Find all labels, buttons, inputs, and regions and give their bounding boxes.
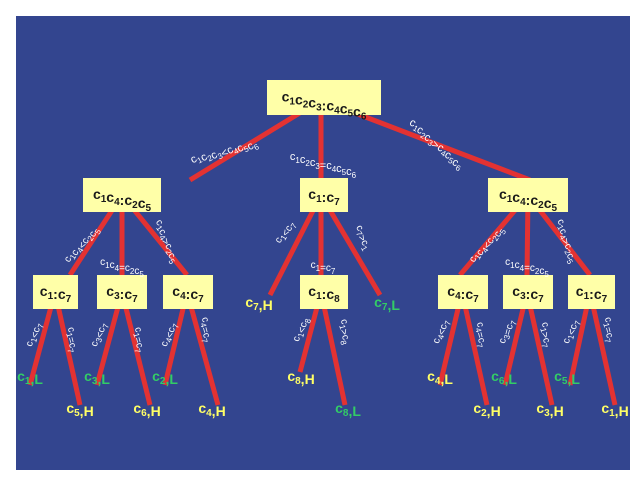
leaf-c5L: c5,L (554, 368, 580, 387)
leaf-c5H: c5,H (66, 400, 93, 419)
leaf-c7L: c7,L (374, 294, 400, 313)
edge-label-lr-left: c1c4<c2c5 (467, 221, 508, 270)
node-box (300, 178, 348, 212)
leaf-c6H: c6,H (133, 400, 160, 419)
tree-edge (587, 291, 618, 406)
node-label: c1c4:c2c5 (499, 186, 558, 214)
edge-label-c-left: c4<c7 (159, 320, 181, 349)
edge-label-ll-right: c1c4>c2c5 (144, 218, 187, 267)
tree-edge (52, 291, 83, 406)
tree-edge (184, 291, 221, 406)
edge-label-b-right: c1=c7 (127, 326, 149, 355)
leaf-c8H: c8,H (287, 368, 314, 387)
edge-label-f-left: c3=c7 (497, 317, 519, 346)
node-label: c1:c8 (308, 283, 340, 305)
node-c3-c7-f: c3:c7 (503, 275, 553, 309)
tree-edge (318, 291, 348, 406)
edge-label-e-right: c4=c7 (469, 321, 491, 350)
edge-label-root-right: c1c2c3>c4c5c6 (399, 117, 472, 174)
node-box (83, 178, 161, 212)
tree-edge (524, 291, 555, 406)
edge-label-g-right: c1=c7 (597, 316, 619, 345)
leaf-c7H: c7,H (245, 294, 272, 313)
node-c4-c7-c: c4:c7 (163, 275, 213, 309)
node-label: c1c4:c2c5 (93, 186, 152, 214)
leaf-c4H: c4,H (198, 400, 225, 419)
node-label: c3:c7 (512, 283, 544, 305)
leaf-labels: c1,L c5,H c3,L c6,H c2,L c4,H c7,H c7,L c8,H c8,L… (17, 294, 629, 419)
edge-labels: c1c2c3<c4c5c6 c1c2c3=c4c5c6 c1c2c3>c4c5c6 c… (24, 117, 619, 355)
edge-label-c-right: c4=c7 (194, 316, 216, 345)
tree-edge (459, 291, 490, 406)
edge-label-lm-mid: c1=c7 (311, 260, 336, 276)
edge-label-ll-mid: c1c4=c2c5 (100, 257, 144, 279)
edge-label-e-left: c4<c7 (431, 317, 453, 346)
node-label: c1:c7 (308, 186, 340, 208)
edge-label-g-left: c1<c7 (561, 317, 583, 346)
edge-label-lr-right: c1c4>c2c5 (545, 217, 586, 266)
leaf-c1H: c1,H (601, 400, 628, 419)
leaf-c1L: c1,L (17, 368, 43, 387)
node-label: c4:c7 (447, 283, 479, 305)
edge-label-a-right: c1=c7 (60, 326, 82, 355)
leaf-c2H: c2,H (473, 400, 500, 419)
tree-edge (119, 291, 153, 406)
tree-edges (27, 97, 618, 406)
node-label: c3:c7 (106, 283, 138, 305)
node-label: c1c2c3:c4c5c6 (282, 89, 367, 123)
node-box (438, 275, 488, 309)
leaf-c6L: c6,L (491, 368, 517, 387)
edge-label-a-left: c1<c7 (24, 320, 46, 349)
leaf-c8L: c8,L (335, 400, 361, 419)
node-c4-c7-e: c4:c7 (438, 275, 488, 309)
edge-label-ll-left: c1c4<c2c5 (62, 221, 103, 270)
edge-label-root-left: c1c2c3<c4c5c6 (189, 124, 262, 181)
edge-label-root-mid: c1c2c3=c4c5c6 (290, 151, 357, 180)
node-label: c1:c7 (40, 283, 72, 305)
edge-label-d-left: c1<c8 (291, 315, 313, 344)
node-middle-c1-c7: c1:c7 (300, 178, 348, 212)
node-box (33, 275, 78, 309)
edge-label-b-left: c3<c7 (89, 320, 111, 349)
leaf-c3L: c3,L (84, 368, 110, 387)
edge-label-lr-mid: c1c4=c2c5 (505, 257, 549, 279)
edge-label-lm-right: c7>c1 (349, 223, 376, 253)
tree-nodes: c1c2c3:c4c5c6 c1c4:c2c5 c1:c7 c1c4:c2c5 c1:c… (33, 80, 615, 309)
node-c1-c8: c1:c8 (300, 275, 348, 309)
node-box (488, 178, 568, 212)
root-node: c1c2c3:c4c5c6 (267, 80, 381, 123)
node-c1-c7-a: c1:c7 (33, 275, 78, 309)
node-right-c1c4-c2c5: c1c4:c2c5 (488, 178, 568, 214)
node-left-c1c4-c2c5: c1c4:c2c5 (83, 178, 161, 214)
node-box (300, 275, 348, 309)
leaf-c2L: c2,L (152, 368, 178, 387)
node-box (163, 275, 213, 309)
node-label: c4:c7 (172, 283, 204, 305)
edge-label-f-right: c1>c7 (534, 321, 556, 350)
node-c3-c7-b: c3:c7 (97, 275, 147, 309)
node-box (503, 275, 553, 309)
leaf-c3H: c3,H (536, 400, 563, 419)
edge-label-lm-left: c1<c7 (273, 218, 300, 248)
node-box (267, 80, 381, 115)
node-box (97, 275, 147, 309)
node-label: c1:c7 (576, 283, 608, 305)
node-box (568, 275, 615, 309)
edge-label-d-right: c1>c8 (333, 318, 355, 347)
leaf-c4L: c4,L (427, 368, 453, 387)
node-c1-c7-g: c1:c7 (568, 275, 615, 309)
